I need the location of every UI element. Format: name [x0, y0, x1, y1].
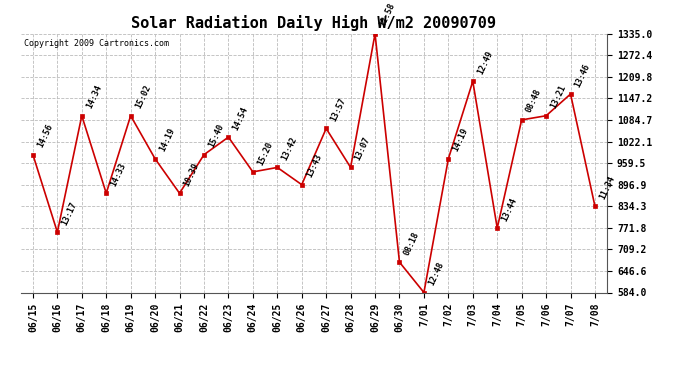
- Text: Copyright 2009 Cartronics.com: Copyright 2009 Cartronics.com: [23, 39, 168, 48]
- Text: 13:44: 13:44: [500, 196, 519, 222]
- Text: 12:49: 12:49: [475, 49, 494, 76]
- Title: Solar Radiation Daily High W/m2 20090709: Solar Radiation Daily High W/m2 20090709: [132, 15, 496, 31]
- Text: 14:19: 14:19: [158, 127, 177, 153]
- Text: 15:40: 15:40: [207, 123, 226, 149]
- Text: 13:43: 13:43: [304, 153, 323, 179]
- Text: 13:57: 13:57: [329, 96, 348, 123]
- Text: 14:56: 14:56: [36, 123, 55, 149]
- Text: 13:21: 13:21: [549, 84, 568, 110]
- Text: 08:48: 08:48: [524, 88, 543, 114]
- Text: 15:20: 15:20: [255, 140, 275, 166]
- Text: 11:34: 11:34: [598, 174, 616, 201]
- Text: 13:07: 13:07: [353, 135, 372, 162]
- Text: 13:42: 13:42: [280, 135, 299, 162]
- Text: 15:02: 15:02: [133, 84, 152, 110]
- Text: 12:58: 12:58: [378, 2, 397, 28]
- Text: 14:33: 14:33: [109, 161, 128, 188]
- Text: 13:46: 13:46: [573, 62, 592, 88]
- Text: 14:54: 14:54: [231, 105, 250, 132]
- Text: 13:17: 13:17: [60, 200, 79, 226]
- Text: 08:18: 08:18: [402, 230, 421, 256]
- Text: 12:48: 12:48: [426, 261, 446, 287]
- Text: 14:34: 14:34: [85, 84, 104, 110]
- Text: 14:19: 14:19: [451, 127, 470, 153]
- Text: 10:39: 10:39: [182, 161, 201, 188]
